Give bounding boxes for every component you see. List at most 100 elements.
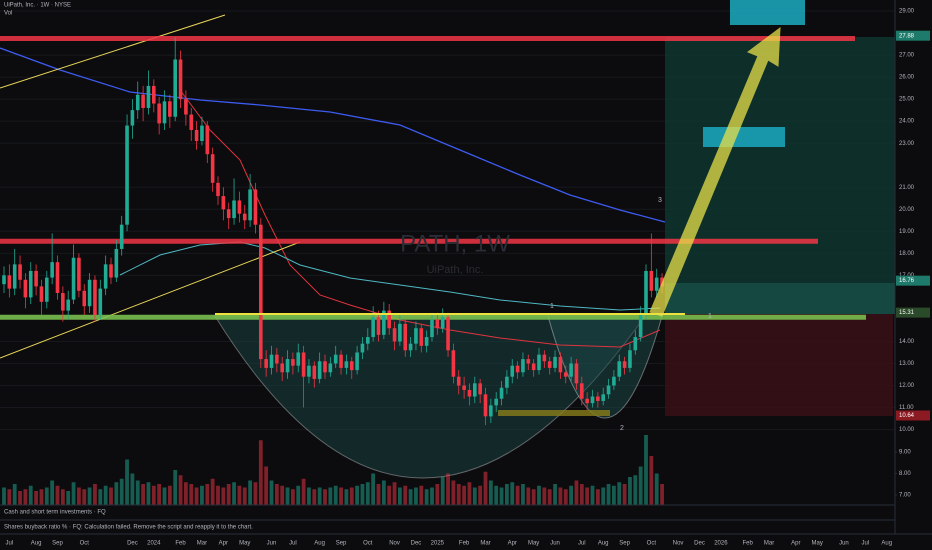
candle-body [590,396,595,404]
target-box-upper [730,0,805,25]
wave-label: 1 [708,313,712,320]
x-tick-label: Oct [647,541,657,547]
volume-bar [317,487,322,505]
candle-body [355,352,359,371]
volume-bar [531,489,536,505]
x-tick-label: Apr [219,541,228,547]
candle-body [291,359,295,366]
volume-bar [414,487,418,505]
candle-body [39,286,44,302]
x-tick-label: 2024 [147,541,161,547]
candle-body [323,361,327,373]
candle-body [644,270,648,316]
volume-bar [18,491,22,505]
candle-body [61,292,65,311]
volume-bar [612,485,616,505]
volume-bar [205,484,210,505]
wave-label: 3 [658,197,662,204]
candle-body [210,154,215,183]
candle-body [77,257,81,291]
volume-bar [456,484,461,505]
candle-body [419,328,424,346]
x-tick-label: Dec [411,541,422,547]
candle-body [184,99,188,115]
volume-bar [253,482,258,505]
volume-bar [93,484,97,505]
trend-line [0,241,301,359]
candle-body [264,359,268,368]
candle-body [569,363,573,377]
candle-body [55,262,60,293]
volume-bar [28,485,33,505]
volume-bar [264,466,269,505]
volume-bar [585,487,590,505]
axes: 29.0027.0026.0025.0024.0023.0021.0020.00… [6,9,930,547]
candle-body [563,372,568,377]
x-tick-label: 2026 [714,541,728,547]
candle-body [275,354,279,364]
candle-body [18,264,22,280]
x-tick-label: Jun [550,541,560,547]
volume-bar [98,489,103,505]
x-tick-label: Jul [289,541,297,547]
candle-body [200,125,204,141]
candle-body [446,317,450,351]
price-tag [896,410,930,421]
volume-bar [462,485,466,505]
candle-body [173,59,177,117]
volume-bar [547,489,552,505]
candle-body [87,279,92,307]
x-tick-label: Dec [694,541,705,547]
y2-tick-label: 7.00 [899,493,911,499]
volume-bar [403,485,408,505]
volume-bar [440,477,445,505]
y-tick-label: 20.00 [899,207,915,213]
x-tick-label: Nov [673,541,684,547]
volume-bar [381,480,386,505]
candle-body [28,270,33,298]
candle-body [221,196,226,210]
moving-average-long [0,47,666,223]
candle-body [510,365,515,377]
candle-body [34,270,38,287]
price-tag-label: 15.31 [899,310,915,316]
candle-body [114,248,119,278]
volume-bar [360,484,365,505]
volume-bar [339,487,343,505]
volume-bar [60,489,65,505]
price-tag-label: 16.76 [899,278,915,284]
candle-body [307,365,311,377]
volume-bar [376,484,381,505]
volume-bar [274,484,279,505]
volume-bar [312,489,317,505]
candle-body [654,277,659,291]
x-tick-label: Oct [363,541,373,547]
indicator-label: Shares buyback ratio % · FQ: Calculation… [4,525,253,531]
candle-body [531,363,536,371]
candle-body [253,189,258,225]
volume-bar [184,482,188,505]
candle-body [430,319,434,338]
candle-body [280,363,284,373]
x-tick-label: Apr [508,541,517,547]
candle-body [168,101,172,117]
volume-bar [371,473,376,505]
candle-body [515,365,520,373]
x-tick-label: 2025 [431,541,445,547]
candle-body [194,129,199,141]
volume-bar [7,489,12,505]
candle-body [157,103,161,124]
candle-body [617,361,622,377]
volume-bar [167,485,172,505]
candle-body [462,385,466,390]
x-tick-label: Jul [578,541,586,547]
volume-bar [638,466,643,505]
volume-bar [628,477,632,505]
candle-body [2,275,6,285]
volume-bar [333,485,338,505]
candle-body [7,275,12,289]
candle-body [494,398,498,406]
volume-bar [157,484,162,505]
x-tick-label: Jul [6,541,14,547]
